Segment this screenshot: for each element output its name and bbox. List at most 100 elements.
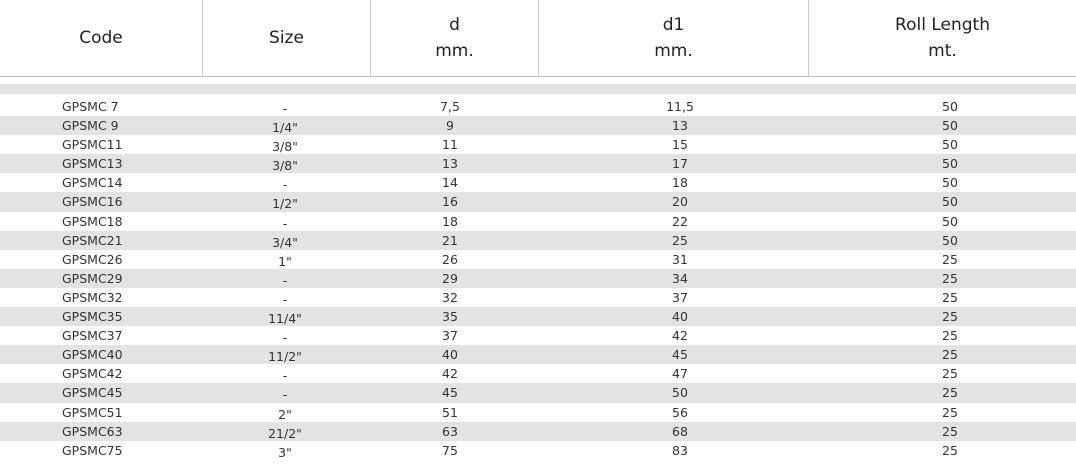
cell-d1: 37 [672, 289, 688, 305]
cell-roll: 50 [942, 194, 958, 210]
cell-d: 13 [442, 156, 458, 172]
cell-d1: 31 [672, 251, 688, 267]
cell-d: 75 [442, 442, 458, 458]
table-row: GPSMC37 - 37 42 25 [0, 326, 1076, 345]
cell-roll: 50 [942, 232, 958, 248]
cell-d1: 17 [672, 156, 688, 172]
header-roll-length-unit: mt. [928, 41, 957, 61]
table-row: GPSMC18 - 18 22 50 [0, 212, 1076, 231]
cell-roll: 25 [942, 328, 958, 344]
cell-d: 63 [442, 423, 458, 439]
cell-d1: 34 [672, 270, 688, 286]
cell-d1: 25 [672, 232, 688, 248]
cell-code: GPSMC40 [62, 347, 123, 363]
table-row: GPSMC75 3" 75 83 25 [0, 441, 1076, 460]
table-row: GPSMC 9 1/4" 9 13 50 [0, 116, 1076, 136]
cell-d: 45 [442, 385, 458, 401]
table-row: GPSMC21 3/4" 21 25 50 [0, 230, 1076, 250]
table-row: GPSMC35 11/4" 35 40 25 [0, 307, 1076, 327]
cell-size: 2" [278, 406, 292, 422]
cell-size: 11/2" [268, 349, 302, 365]
cell-d: 21 [442, 232, 458, 248]
cell-d: 14 [442, 175, 458, 191]
cell-roll: 25 [942, 289, 958, 305]
cell-code: GPSMC14 [62, 175, 123, 191]
cell-code: GPSMC18 [62, 213, 123, 229]
cell-code: GPSMC45 [62, 385, 123, 401]
cell-size: 3/8" [272, 139, 298, 155]
cell-d: 37 [442, 328, 458, 344]
cell-d1: 68 [672, 423, 688, 439]
header-code-label: Code [79, 28, 123, 48]
cell-code: GPSMC75 [62, 442, 123, 458]
cell-d1: 50 [672, 385, 688, 401]
cell-d1: 18 [672, 175, 688, 191]
cell-code: GPSMC26 [62, 251, 123, 267]
table-row: GPSMC45 - 45 50 25 [0, 383, 1076, 403]
cell-d: 11 [442, 137, 458, 153]
cell-code: GPSMC21 [62, 232, 123, 248]
cell-d: 9 [446, 118, 454, 134]
cell-code: GPSMC 9 [62, 118, 119, 134]
cell-code: GPSMC63 [62, 423, 123, 439]
cell-size: - [282, 387, 288, 403]
cell-code: GPSMC37 [62, 328, 123, 344]
cell-d: 35 [442, 309, 458, 325]
cell-d: 26 [442, 251, 458, 267]
cell-code: GPSMC42 [62, 366, 123, 382]
cell-d: 7,5 [440, 99, 460, 114]
table-row: GPSMC16 1/2" 16 20 50 [0, 192, 1076, 212]
cell-d1: 20 [672, 194, 688, 210]
table-row: GPSMC 7 - 7,5 11,5 50 [0, 97, 1076, 116]
cell-size: - [282, 177, 288, 193]
header-spacer-band [0, 84, 1076, 94]
cell-code: GPSMC16 [62, 194, 123, 210]
header-d-label: d [449, 15, 460, 35]
cell-roll: 50 [942, 137, 958, 153]
cell-code: GPSMC51 [62, 404, 123, 420]
cell-roll: 25 [942, 270, 958, 286]
cell-size: - [282, 101, 288, 116]
table-row: GPSMC11 3/8" 11 15 50 [0, 135, 1076, 154]
cell-d1: 22 [672, 213, 688, 229]
cell-size: - [282, 368, 288, 384]
header-d1-label: d1 [662, 15, 685, 35]
cell-d1: 42 [672, 328, 688, 344]
cell-size: - [282, 215, 288, 231]
cell-size: - [282, 272, 288, 288]
cell-d: 42 [442, 366, 458, 382]
cell-roll: 25 [942, 366, 958, 382]
cell-roll: 25 [942, 404, 958, 420]
cell-code: GPSMC35 [62, 309, 123, 325]
cell-d: 16 [442, 194, 458, 210]
cell-d1: 13 [672, 118, 688, 134]
table-row: GPSMC51 2" 51 56 25 [0, 403, 1076, 422]
cell-code: GPSMC11 [62, 137, 123, 153]
table-row: GPSMC63 21/2" 63 68 25 [0, 421, 1076, 441]
header-d1-unit: mm. [654, 41, 693, 61]
cell-roll: 25 [942, 423, 958, 439]
table-row: GPSMC26 1" 26 31 25 [0, 250, 1076, 269]
cell-size: 11/4" [268, 311, 302, 327]
cell-d1: 56 [672, 404, 688, 420]
cell-d1: 40 [672, 309, 688, 325]
cell-d1: 45 [672, 347, 688, 363]
cell-roll: 50 [942, 175, 958, 191]
cell-code: GPSMC 7 [62, 99, 119, 114]
cell-d: 32 [442, 289, 458, 305]
cell-d: 51 [442, 404, 458, 420]
cell-roll: 25 [942, 347, 958, 363]
cell-size: 21/2" [268, 425, 302, 441]
cell-size: 3/4" [272, 234, 298, 250]
header-roll-length: Roll Length mt. [808, 0, 1076, 76]
cell-size: 3" [278, 444, 292, 460]
header-code: Code [0, 0, 202, 76]
cell-d1: 11,5 [666, 99, 694, 114]
cell-roll: 25 [942, 385, 958, 401]
table-row: GPSMC42 - 42 47 25 [0, 364, 1076, 383]
cell-d: 18 [442, 213, 458, 229]
table-row: GPSMC29 - 29 34 25 [0, 268, 1076, 288]
header-size: Size [202, 0, 370, 76]
header-d-unit: mm. [435, 41, 474, 61]
cell-size: 1/4" [272, 120, 298, 136]
